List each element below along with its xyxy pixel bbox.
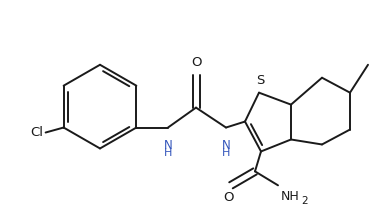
Text: N: N [222,139,231,153]
Text: O: O [223,191,233,204]
Text: H: H [222,148,230,158]
Text: N: N [164,139,172,153]
Text: NH: NH [281,190,300,203]
Text: Cl: Cl [31,126,44,139]
Text: 2: 2 [301,196,308,206]
Text: S: S [256,74,264,87]
Text: H: H [164,148,172,158]
Text: O: O [191,56,201,69]
